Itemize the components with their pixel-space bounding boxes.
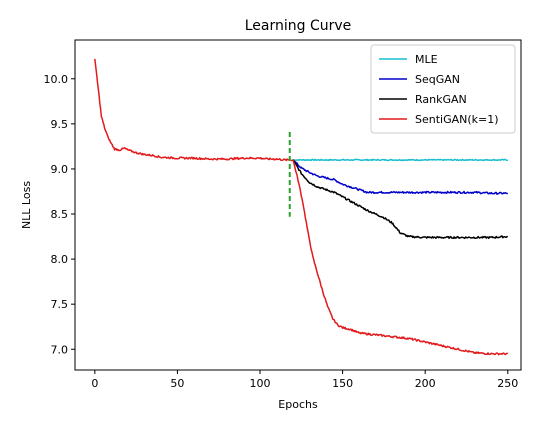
x-tick-label: 250 [497,377,518,390]
series-line-pretrain [94,58,294,162]
y-tick-label: 8.5 [51,208,69,221]
y-tick-label: 9.5 [51,118,69,131]
legend-label-rankgan: RankGAN [415,93,467,106]
series-line-sentigan-k-1 [292,159,509,356]
x-tick-label: 0 [91,377,98,390]
x-tick-label: 150 [332,377,353,390]
y-tick-label: 9.0 [51,163,69,176]
series-line-mle [293,158,509,162]
y-axis-ticks: 7.0 7.5 8.0 8.5 9.0 9.5 10.0 [44,73,75,356]
plot-frame [74,39,522,371]
y-tick-label: 7.5 [51,298,69,311]
legend-label-mle: MLE [415,53,438,66]
legend-label-sentigan-k-1: SentiGAN(k=1) [415,113,499,126]
y-tick-label: 10.0 [44,73,69,86]
y-axis-label: NLL Loss [20,181,33,229]
chart-title: Learning Curve [245,18,352,34]
x-axis-ticks: 0 50 100 150 200 250 [91,370,518,390]
legend-label-seqgan: SeqGAN [415,73,460,86]
y-tick-label: 7.0 [51,343,69,356]
chart-legend: MLE SeqGAN RankGAN SentiGAN(k=1) [370,44,516,134]
plot-area [94,58,509,356]
x-tick-label: 50 [170,377,184,390]
x-axis-label: Epochs [278,398,318,411]
x-tick-label: 100 [250,377,271,390]
series-line-seqgan [292,159,509,195]
y-tick-label: 8.0 [51,253,69,266]
legend-box [370,44,516,134]
series-line-rankgan [292,159,508,240]
x-tick-label: 200 [415,377,436,390]
